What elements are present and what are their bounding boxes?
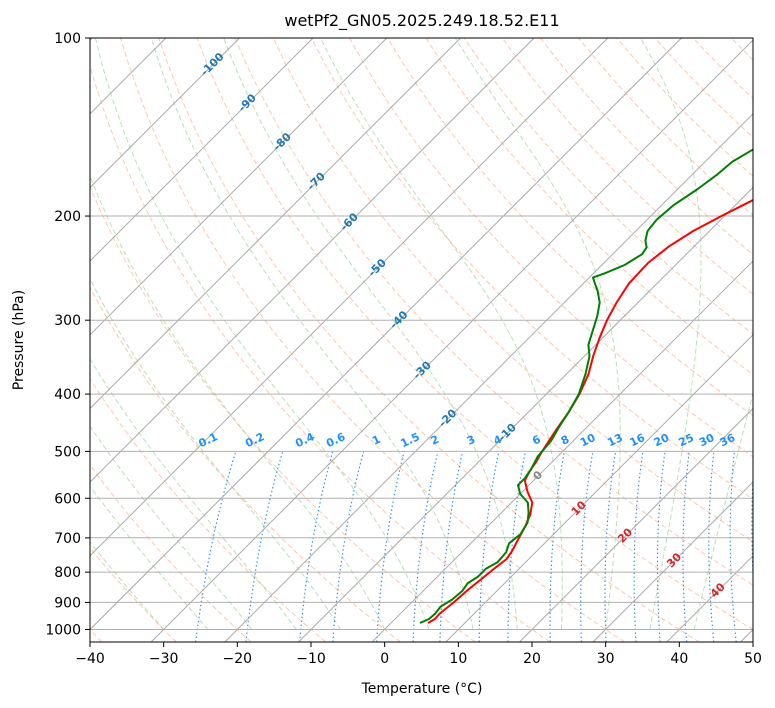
y-tick-label: 800 bbox=[54, 565, 81, 581]
x-axis-label: Temperature (°C) bbox=[361, 681, 483, 697]
x-tick-label: −10 bbox=[296, 651, 326, 667]
moist-adiabat bbox=[693, 391, 753, 630]
x-tick-label: 10 bbox=[449, 651, 467, 667]
dewpoint-profile bbox=[419, 148, 753, 624]
isotherm-line bbox=[150, 39, 753, 642]
mixing-ratio-label: 10 bbox=[578, 431, 598, 449]
y-tick-label: 700 bbox=[54, 531, 81, 547]
y-axis-label: Pressure (hPa) bbox=[11, 290, 27, 390]
y-tick-label: 900 bbox=[54, 595, 81, 611]
x-tick-label: −20 bbox=[223, 651, 253, 667]
y-tick-label: 200 bbox=[54, 209, 81, 225]
isotherm-line bbox=[298, 186, 753, 642]
moist-adiabat bbox=[150, 38, 474, 630]
dry-adiabat bbox=[90, 464, 252, 642]
mixing-ratio-line bbox=[412, 451, 439, 642]
moist-adiabat bbox=[223, 38, 518, 630]
mixing-ratio-line bbox=[332, 451, 365, 642]
y-tick-label: 500 bbox=[54, 444, 81, 460]
dry-adiabat bbox=[501, 38, 753, 295]
mixing-ratio-label: 30 bbox=[697, 431, 717, 449]
mixing-ratio-label: 13 bbox=[605, 431, 624, 449]
isotherm-line bbox=[90, 38, 240, 189]
dry-adiabat bbox=[387, 38, 753, 417]
dry-adiabat bbox=[310, 38, 753, 500]
y-tick-label: 1000 bbox=[45, 622, 81, 638]
isotherm-line bbox=[519, 407, 753, 642]
mixing-ratio-line bbox=[376, 451, 405, 642]
x-tick-label: −40 bbox=[75, 651, 105, 667]
moist-adiabat bbox=[640, 38, 702, 630]
x-tick-label: −30 bbox=[149, 651, 179, 667]
mixing-ratio-label: 25 bbox=[677, 431, 696, 449]
dry-adiabat bbox=[90, 185, 476, 642]
y-tick-label: 400 bbox=[54, 387, 81, 403]
moist-adiabat bbox=[320, 38, 563, 630]
isotherm-line bbox=[224, 113, 753, 642]
dry-adiabat bbox=[196, 38, 753, 631]
isotherm-line bbox=[592, 481, 753, 642]
mixing-ratio-label: 16 bbox=[628, 431, 648, 449]
x-tick-label: 40 bbox=[670, 651, 688, 667]
mixing-ratio-label: 20 bbox=[652, 431, 672, 449]
plot-frame bbox=[89, 37, 754, 643]
x-tick-label: 20 bbox=[523, 651, 541, 667]
x-tick-label: 0 bbox=[380, 651, 389, 667]
x-tick-label: 30 bbox=[597, 651, 615, 667]
mixing-ratio-label: 36 bbox=[718, 431, 738, 449]
y-tick-label: 300 bbox=[54, 313, 81, 329]
x-tick-label: 50 bbox=[744, 651, 762, 667]
isotherm-line bbox=[371, 260, 753, 642]
dry-adiabat bbox=[90, 64, 551, 642]
isotherm-line bbox=[90, 38, 609, 557]
isotherm-line bbox=[90, 38, 535, 483]
dry-adiabat bbox=[425, 38, 753, 376]
dry-adiabat bbox=[234, 38, 753, 586]
isotherm-line bbox=[445, 334, 753, 642]
isotherm-line bbox=[90, 38, 461, 410]
dry-adiabat bbox=[90, 377, 327, 642]
mixing-ratio-line bbox=[299, 451, 334, 642]
isotherm-line bbox=[90, 38, 314, 262]
chart-title: wetPf2_GN05.2025.249.18.52.E11 bbox=[284, 11, 559, 31]
mixing-ratio-line bbox=[439, 451, 464, 642]
dry-adiabat bbox=[120, 38, 625, 642]
y-tick-label: 100 bbox=[54, 31, 81, 47]
moist-adiabat bbox=[90, 174, 386, 630]
moist-adiabat bbox=[454, 38, 621, 630]
dry-adiabat bbox=[158, 38, 700, 642]
y-tick-label: 600 bbox=[54, 491, 81, 507]
isotherm-line bbox=[90, 38, 682, 631]
isotherm-line bbox=[90, 38, 388, 336]
dry-adiabat bbox=[90, 547, 177, 642]
moist-adiabat bbox=[94, 38, 430, 630]
